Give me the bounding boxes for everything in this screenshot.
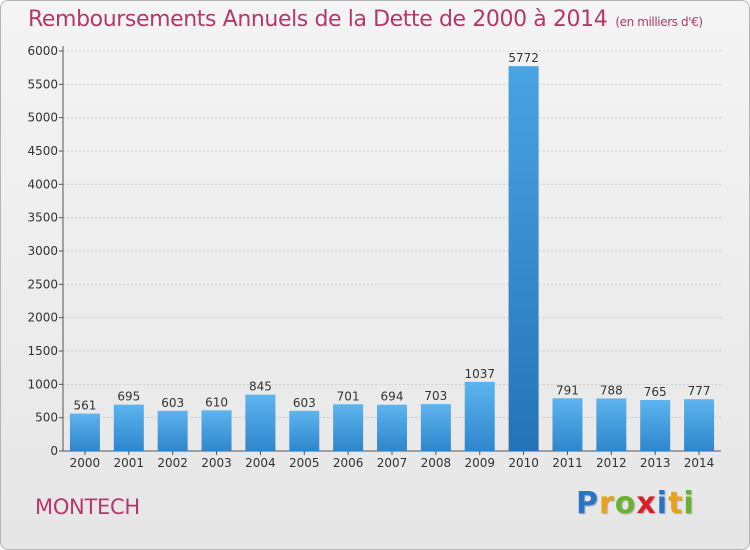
data-label: 765 <box>644 385 667 399</box>
bar <box>69 413 100 451</box>
bar <box>464 381 495 451</box>
x-tick-label: 2002 <box>157 456 188 470</box>
bar <box>640 400 671 451</box>
x-tick-label: 2003 <box>201 456 232 470</box>
x-tick-label: 2004 <box>245 456 276 470</box>
y-tick-label: 1000 <box>27 377 58 391</box>
data-label: 5772 <box>508 51 539 65</box>
bar <box>245 394 276 451</box>
x-tick-label: 2000 <box>70 456 101 470</box>
x-tick-label: 2014 <box>684 456 715 470</box>
x-tick-label: 2012 <box>596 456 627 470</box>
y-tick-label: 0 <box>50 444 58 458</box>
x-tick-label: 2008 <box>421 456 452 470</box>
chart-title-text: Remboursements Annuels de la Dette de 20… <box>28 7 608 32</box>
bar <box>157 410 188 451</box>
data-label: 561 <box>73 399 96 413</box>
bar <box>289 410 320 451</box>
bar <box>684 399 715 451</box>
commune-name: MONTECH <box>35 495 140 519</box>
x-tick-label: 2007 <box>377 456 408 470</box>
bar <box>377 404 407 451</box>
bar <box>201 410 232 451</box>
logo-letter: o <box>614 486 637 521</box>
data-label: 701 <box>337 389 360 403</box>
logo-letter: x <box>636 486 657 521</box>
data-label: 703 <box>424 389 447 403</box>
bar <box>420 404 451 451</box>
y-tick-label: 3000 <box>27 244 58 258</box>
logo-letter: i <box>683 486 695 521</box>
data-label: 1037 <box>464 367 495 381</box>
data-label: 777 <box>688 384 711 398</box>
logo-letter: r <box>599 486 615 521</box>
chart-unit: (en milliers d'€) <box>615 15 703 29</box>
y-tick-label: 2500 <box>27 277 58 291</box>
y-tick-label: 1500 <box>27 344 58 358</box>
x-tick-label: 2009 <box>464 456 495 470</box>
x-tick-label: 2005 <box>289 456 320 470</box>
data-label: 694 <box>381 390 404 404</box>
bar <box>508 66 539 451</box>
data-label: 695 <box>117 390 140 404</box>
x-tick-label: 2011 <box>552 456 583 470</box>
bar <box>596 398 627 451</box>
x-tick-label: 2001 <box>114 456 145 470</box>
x-tick-label: 2010 <box>508 456 539 470</box>
bar <box>552 398 583 451</box>
logo-letter: P <box>576 486 599 521</box>
y-tick-label: 6000 <box>27 44 58 58</box>
y-tick-label: 500 <box>35 411 58 425</box>
proxiti-logo: Proxiti <box>576 486 695 521</box>
data-label: 603 <box>293 396 316 410</box>
data-label: 791 <box>556 383 579 397</box>
data-label: 603 <box>161 396 184 410</box>
chart-title: Remboursements Annuels de la Dette de 20… <box>28 7 703 32</box>
x-tick-label: 2013 <box>640 456 671 470</box>
y-tick-label: 3500 <box>27 211 58 225</box>
data-label: 788 <box>600 383 623 397</box>
bar <box>333 404 364 451</box>
y-tick-label: 2000 <box>27 311 58 325</box>
bar <box>113 404 144 451</box>
data-label: 845 <box>249 380 272 394</box>
x-tick-label: 2006 <box>333 456 364 470</box>
logo-letter: t <box>668 486 684 521</box>
y-tick-label: 4500 <box>27 144 58 158</box>
y-tick-label: 4000 <box>27 177 58 191</box>
y-tick-label: 5000 <box>27 111 58 125</box>
logo-letter: i <box>656 486 669 521</box>
data-label: 610 <box>205 395 228 409</box>
y-tick-label: 5500 <box>27 77 58 91</box>
